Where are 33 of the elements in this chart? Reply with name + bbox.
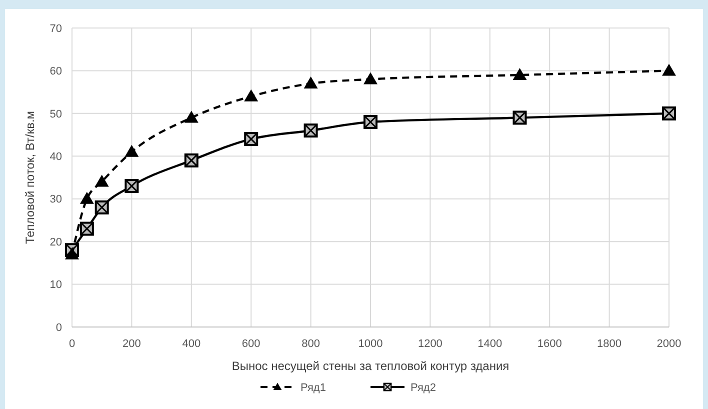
y-tick-label: 60: [50, 66, 62, 78]
x-tick-label: 600: [242, 338, 260, 350]
x-tick-label: 1000: [358, 338, 383, 350]
x-tick-label: 2000: [656, 338, 682, 350]
y-tick-label: 30: [50, 194, 62, 206]
x-tick-label: 800: [302, 338, 320, 350]
x-tick-label: 200: [122, 338, 141, 350]
point: [662, 64, 676, 76]
point: [94, 174, 109, 187]
y-tick-label: 20: [50, 236, 62, 248]
point: [124, 144, 139, 157]
y-tick-label: 70: [50, 22, 62, 35]
y-tick-label: 0: [56, 322, 62, 334]
point: [364, 72, 378, 84]
x-tick-label: 1200: [418, 338, 442, 350]
x-tick-label: 1800: [597, 338, 622, 350]
y-tick-label: 10: [50, 279, 62, 292]
legend-label: Ряд2: [410, 382, 436, 394]
point: [184, 110, 198, 123]
legend-label: Ряд1: [300, 382, 326, 394]
point: [80, 192, 94, 204]
point: [304, 76, 318, 89]
point: [512, 68, 527, 80]
y-axis-title: Тепловой поток, Вт/кв.м: [23, 110, 37, 244]
x-tick-label: 0: [68, 338, 76, 350]
x-tick-label: 1600: [537, 338, 562, 350]
x-tick-label: 400: [182, 338, 201, 350]
y-tick-label: 40: [50, 150, 62, 163]
point: [65, 247, 79, 260]
point: [244, 89, 258, 102]
x-tick-label: 1400: [478, 338, 502, 350]
x-axis-title: Вынос несущей стены за тепловой контур здания: [232, 359, 510, 373]
y-tick-label: 50: [50, 108, 62, 120]
